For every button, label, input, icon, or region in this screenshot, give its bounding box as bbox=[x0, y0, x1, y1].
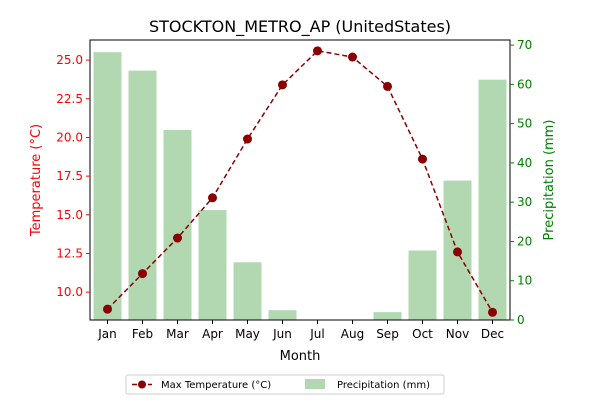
right-tick-label: 30 bbox=[517, 195, 532, 209]
temp-point-jul bbox=[313, 46, 322, 56]
legend-box bbox=[125, 374, 445, 395]
left-tick-label: 15.0 bbox=[56, 208, 83, 222]
precip-bar-feb bbox=[128, 70, 157, 320]
precip-bar-mar bbox=[163, 129, 192, 320]
right-tick-label: 0 bbox=[517, 313, 525, 327]
left-tick-label: 17.5 bbox=[56, 169, 83, 183]
x-tick-label-mar: Mar bbox=[166, 327, 189, 341]
x-tick-label-oct: Oct bbox=[412, 327, 433, 341]
x-tick-label-jul: Jul bbox=[309, 327, 324, 341]
x-tick-label-feb: Feb bbox=[132, 327, 153, 341]
legend-label-temperature: Max Temperature (°C) bbox=[161, 380, 271, 391]
temp-point-may bbox=[243, 134, 252, 144]
temp-point-jan bbox=[103, 304, 112, 314]
left-axis-label: Temperature (°C) bbox=[29, 124, 44, 237]
x-tick-label-jun: Jun bbox=[272, 327, 292, 341]
legend-marker-swatch bbox=[138, 380, 146, 389]
right-tick-label: 40 bbox=[517, 156, 532, 170]
precipitation-bars bbox=[93, 52, 507, 320]
right-axis-ticks: 0 10 20 30 40 50 60 70 bbox=[510, 38, 532, 327]
temp-point-jun bbox=[278, 80, 287, 90]
temperature-line bbox=[103, 46, 497, 317]
precip-bar-jun bbox=[268, 310, 297, 320]
left-tick-label: 12.5 bbox=[56, 246, 83, 260]
precip-bar-may bbox=[233, 262, 262, 320]
right-tick-label: 50 bbox=[517, 117, 532, 131]
temp-point-dec bbox=[488, 307, 497, 317]
left-axis-ticks: 10.0 12.5 15.0 17.5 20.0 22.5 25.0 bbox=[56, 53, 90, 299]
temp-point-sep bbox=[383, 81, 392, 91]
x-tick-label-aug: Aug bbox=[341, 327, 364, 341]
x-tick-label-may: May bbox=[235, 327, 260, 341]
x-tick-label-apr: Apr bbox=[202, 327, 223, 341]
right-tick-label: 10 bbox=[517, 274, 532, 288]
precip-bar-dec bbox=[478, 79, 507, 320]
chart-title: STOCKTON_METRO_AP (UnitedStates) bbox=[149, 17, 451, 37]
precip-bar-apr bbox=[198, 210, 227, 320]
temp-point-aug bbox=[348, 52, 357, 62]
precip-bar-sep bbox=[373, 312, 402, 320]
temp-point-mar bbox=[173, 233, 182, 243]
right-tick-label: 70 bbox=[517, 38, 532, 52]
precip-bar-jan bbox=[93, 52, 122, 320]
left-tick-label: 10.0 bbox=[56, 285, 83, 299]
left-tick-label: 22.5 bbox=[56, 92, 83, 106]
temp-point-apr bbox=[208, 193, 217, 203]
precip-bar-oct bbox=[408, 250, 437, 320]
x-tick-label-jan: Jan bbox=[97, 327, 117, 341]
x-tick-label-dec: Dec bbox=[481, 327, 504, 341]
legend: Max Temperature (°C) Precipitation (mm) bbox=[125, 374, 445, 395]
legend-bar-swatch bbox=[305, 379, 325, 389]
temp-point-nov bbox=[453, 247, 462, 257]
x-axis-ticks: Jan Feb Mar Apr May Jun Jul Aug Sep Oct Nov Dec bbox=[97, 320, 504, 341]
left-tick-label: 20.0 bbox=[56, 130, 83, 144]
legend-label-precipitation: Precipitation (mm) bbox=[337, 380, 430, 391]
right-tick-label: 60 bbox=[517, 77, 532, 91]
left-tick-label: 25.0 bbox=[56, 53, 83, 67]
x-tick-label-nov: Nov bbox=[446, 327, 469, 341]
temp-point-oct bbox=[418, 154, 427, 164]
x-axis-label: Month bbox=[280, 349, 321, 364]
temperature-series-line bbox=[106, 50, 494, 313]
x-tick-label-sep: Sep bbox=[376, 327, 399, 341]
temp-point-feb bbox=[138, 269, 147, 279]
right-tick-label: 20 bbox=[517, 234, 532, 248]
right-axis-label: Precipitation (mm) bbox=[542, 120, 557, 241]
plot-frame bbox=[89, 39, 511, 321]
